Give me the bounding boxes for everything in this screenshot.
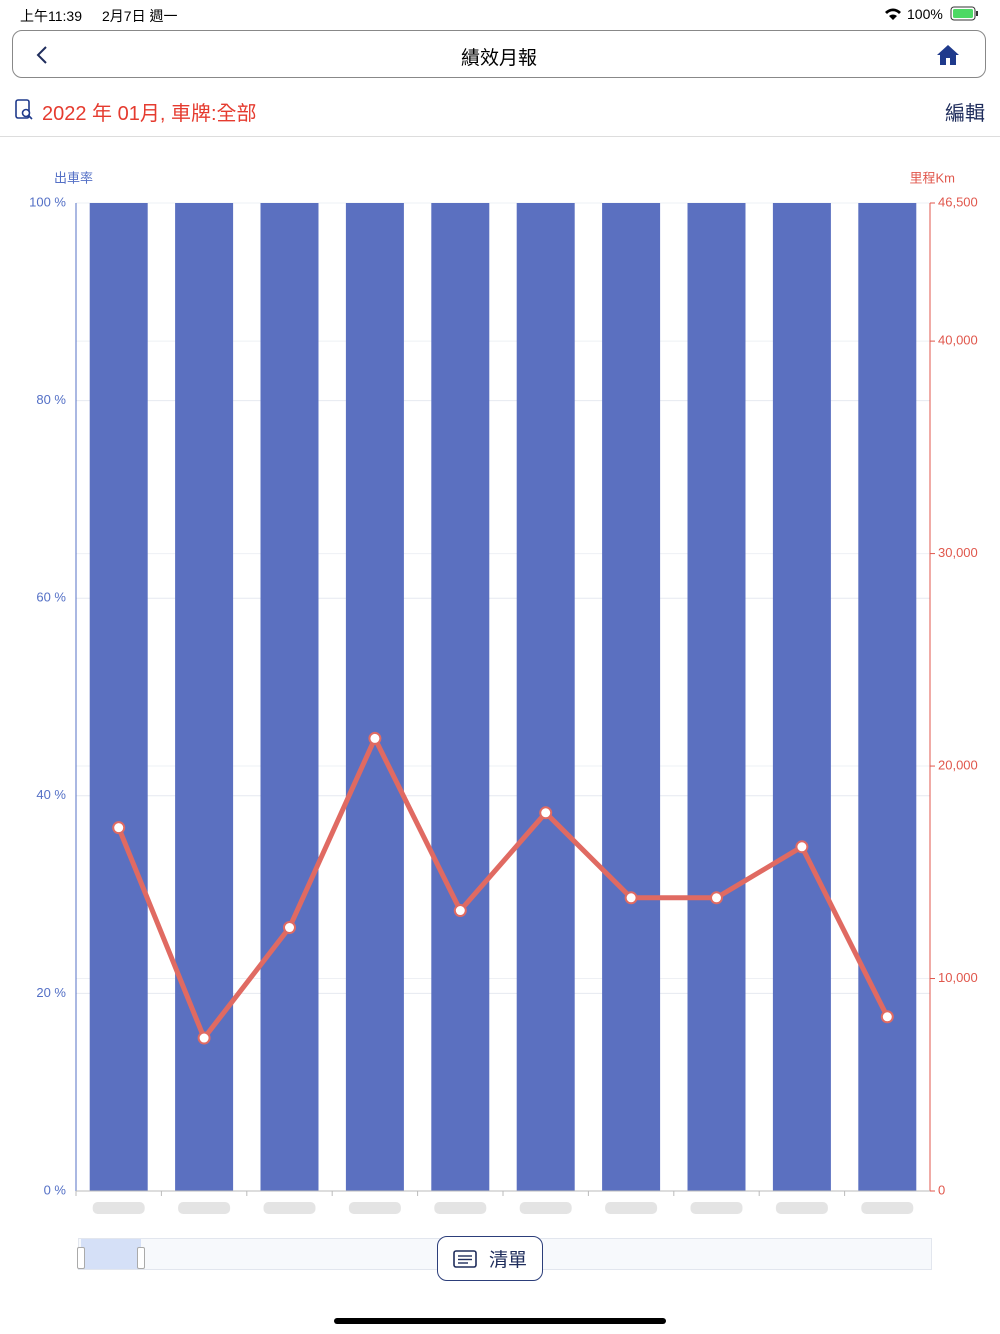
- chart: 出車率 里程Km 0 % 20 % 40 % 60 % 80 % 100 % 0 10,000…: [29, 170, 978, 1214]
- y2-axis-title: 里程Km: [909, 170, 955, 185]
- y-tick-label: 100 %: [29, 194, 66, 209]
- bar: [602, 203, 661, 1191]
- y-tick-label: 0 %: [44, 1182, 67, 1197]
- line-point: [112, 821, 126, 835]
- y2-tick-label: 40,000: [938, 333, 978, 348]
- y2-tick-label: 10,000: [938, 970, 978, 985]
- search-report-icon: [15, 99, 33, 120]
- y-tick-label: 40 %: [36, 787, 66, 802]
- bar: [260, 203, 319, 1191]
- line-point: [624, 891, 638, 905]
- blurred-x-label: [605, 1202, 658, 1214]
- bar: [858, 203, 917, 1191]
- bar: [89, 203, 148, 1191]
- home-indicator: [334, 1318, 666, 1324]
- blurred-x-label: [861, 1202, 914, 1214]
- time: 上午11:39: [20, 8, 82, 24]
- line-point: [539, 806, 553, 820]
- line-point: [197, 1031, 211, 1045]
- bar: [772, 203, 831, 1191]
- y2-tick-label: 46,500: [938, 194, 978, 209]
- list-button[interactable]: 清單: [437, 1236, 543, 1281]
- list-button-label: 清單: [488, 1250, 527, 1271]
- y-axis-title: 出車率: [54, 170, 93, 185]
- blurred-x-label: [434, 1202, 487, 1214]
- bar: [345, 203, 404, 1191]
- line-point: [710, 891, 723, 905]
- blurred-x-label: [92, 1202, 145, 1214]
- blurred-x-label: [775, 1202, 828, 1214]
- bar: [431, 203, 490, 1191]
- filter-text[interactable]: 2022 年 01月, 車牌:全部: [42, 103, 257, 125]
- slider-window[interactable]: [81, 1239, 141, 1269]
- y-tick-label: 60 %: [36, 590, 66, 605]
- list-icon: [453, 1249, 477, 1268]
- filter-bar: 2022 年 01月, 車牌:全部 編輯: [0, 94, 1000, 137]
- battery-level: 100%: [907, 6, 943, 22]
- blurred-x-label: [690, 1202, 743, 1214]
- slider-handle[interactable]: [137, 1247, 145, 1269]
- status-bar: 上午11:39 2月7日 週一 100%: [0, 0, 1000, 28]
- wifi-icon: [885, 8, 901, 20]
- line-point: [368, 731, 382, 745]
- nav-title: 績效月報: [460, 48, 537, 69]
- bar: [687, 203, 746, 1191]
- back-button[interactable]: [35, 45, 49, 65]
- line-point: [880, 1010, 894, 1024]
- blurred-x-label: [178, 1202, 231, 1214]
- edit-button[interactable]: 編輯: [945, 103, 985, 125]
- bar: [175, 203, 234, 1191]
- y2-tick-label: 20,000: [938, 757, 978, 772]
- y2-tick-label: 0: [938, 1182, 945, 1197]
- slider-handle[interactable]: [77, 1247, 85, 1269]
- date: 2月7日 週一: [102, 8, 178, 24]
- nav-bar: 績效月報: [12, 30, 986, 78]
- blurred-x-label: [348, 1202, 401, 1214]
- y2-tick-label: 30,000: [938, 545, 978, 560]
- line-point: [795, 840, 809, 854]
- blurred-x-label: [263, 1202, 316, 1214]
- blurred-x-label: [519, 1202, 572, 1214]
- bar: [516, 203, 575, 1191]
- y-tick-label: 80 %: [36, 392, 66, 407]
- battery-icon: [950, 6, 978, 21]
- line-point: [453, 904, 467, 918]
- line-point: [283, 921, 296, 935]
- line: [116, 735, 890, 1041]
- y-tick-label: 20 %: [36, 985, 66, 1000]
- home-button[interactable]: [935, 43, 961, 67]
